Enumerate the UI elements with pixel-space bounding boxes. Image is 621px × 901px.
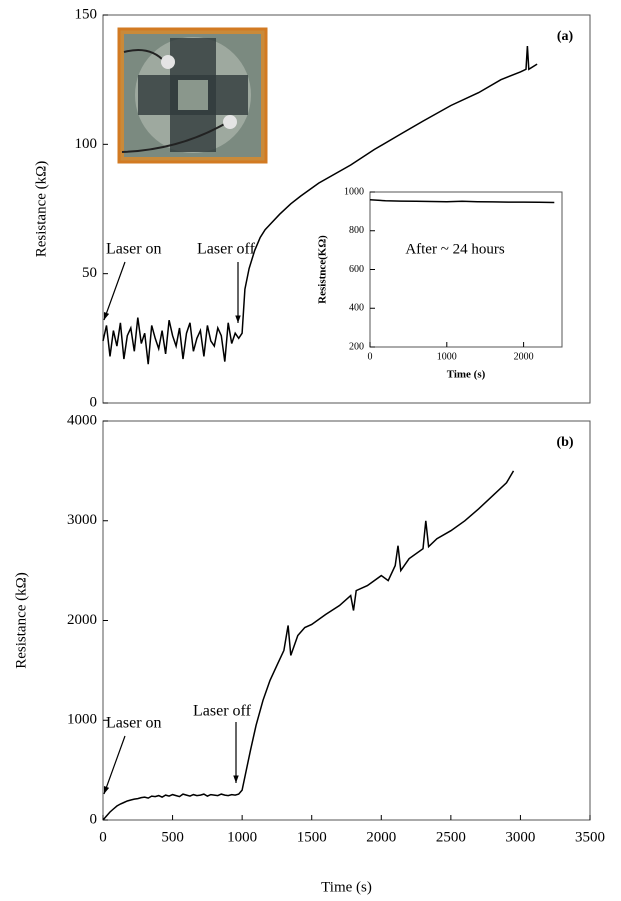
- annotation-arrow: [103, 735, 126, 795]
- y-tick-label: 400: [349, 303, 364, 314]
- annotation: Laser off: [193, 703, 252, 720]
- data-line: [102, 45, 538, 365]
- x-tick-label: 3500: [575, 829, 605, 845]
- x-tick-label: 1000: [227, 829, 257, 845]
- annotation: Laser on: [106, 715, 162, 732]
- x-tick-label: 0: [368, 351, 373, 362]
- y-tick-label: 1000: [67, 712, 97, 728]
- data-line: [102, 470, 515, 821]
- data-line: [369, 199, 555, 204]
- x-axis-label: Time (s): [447, 369, 486, 381]
- y-axis-label: Resistance (kΩ): [33, 161, 49, 258]
- y-axis-label: Resistance (kΩ): [13, 572, 29, 669]
- y-tick-label: 3000: [67, 512, 97, 528]
- annotation: After ~ 24 hours: [405, 241, 505, 257]
- arrow-head: [103, 312, 110, 320]
- y-tick-label: 200: [349, 341, 364, 352]
- x-axis-label: Time (s): [321, 879, 372, 895]
- arrow-head: [233, 775, 239, 783]
- arrow-head: [103, 786, 110, 794]
- y-tick-label: 150: [75, 6, 98, 22]
- x-tick-label: 1000: [437, 351, 457, 362]
- y-tick-label: 100: [75, 136, 98, 152]
- annotation: Laser on: [106, 241, 162, 258]
- y-tick-label: 50: [82, 265, 97, 281]
- x-tick-label: 3000: [505, 829, 535, 845]
- y-tick-label: 600: [349, 264, 364, 275]
- x-tick-label: 2000: [514, 351, 534, 362]
- panel-label: (a): [557, 29, 574, 44]
- y-tick-label: 0: [90, 811, 98, 827]
- inset-background: [370, 192, 562, 347]
- panel-label: (b): [556, 435, 573, 450]
- y-tick-label: 800: [349, 225, 364, 236]
- x-tick-label: 0: [99, 829, 107, 845]
- x-tick-label: 2000: [366, 829, 396, 845]
- y-tick-label: 1000: [344, 186, 364, 197]
- x-tick-label: 500: [161, 829, 184, 845]
- y-tick-label: 2000: [67, 612, 97, 628]
- plot-frame: [102, 14, 591, 404]
- x-tick-label: 1500: [297, 829, 327, 845]
- y-axis-label: Resistnce(KΩ): [317, 235, 329, 304]
- sample-photo: [117, 27, 268, 164]
- arrow-head: [235, 315, 241, 323]
- y-tick-label: 4000: [67, 412, 97, 428]
- x-tick-label: 2500: [436, 829, 466, 845]
- plot-frame: [102, 420, 591, 821]
- y-tick-label: 0: [90, 394, 98, 410]
- annotation: Laser off: [197, 241, 256, 258]
- annotation-arrow: [103, 261, 126, 321]
